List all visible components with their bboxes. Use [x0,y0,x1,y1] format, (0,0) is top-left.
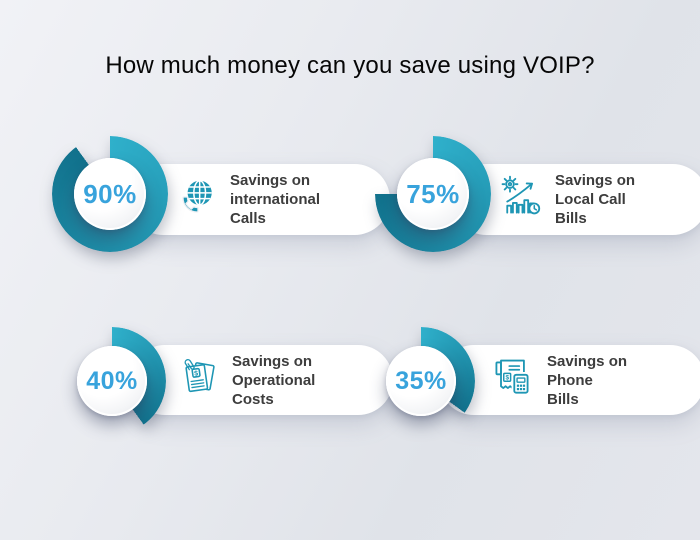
invoice-documents-icon: $ [178,356,220,405]
card-label: Savings on Operational Costs [232,352,316,408]
percent-value: 35% [395,366,447,395]
card-pill: $ Savings on Phone B [439,345,700,415]
percent-circle: 90% [74,158,146,230]
globe-phone-icon [178,177,218,222]
card-label: Savings on international Calls [230,172,321,227]
card-pill: Savings on international Calls [128,164,390,235]
percent-value: 90% [83,178,137,209]
svg-text:$: $ [505,374,509,381]
percent-value: 40% [86,366,138,395]
page-title: How much money can you save using VOIP? [105,52,595,79]
percent-circle: 35% [386,346,456,416]
gear-growth-chart-icon [499,174,543,225]
percent-value: 75% [406,178,460,209]
card-label: Savings on Local Call Bills [555,172,636,227]
card-label: Savings on Phone Bills [547,352,628,408]
svg-text:$: $ [194,370,199,377]
percent-circle: 40% [77,346,147,416]
card-pill: $ Savings on Operational Costs [130,345,393,415]
card-pill: Savings on Local Call Bills [451,164,700,235]
percent-circle: 75% [397,158,469,230]
bill-calculator-icon: $ [489,356,535,405]
